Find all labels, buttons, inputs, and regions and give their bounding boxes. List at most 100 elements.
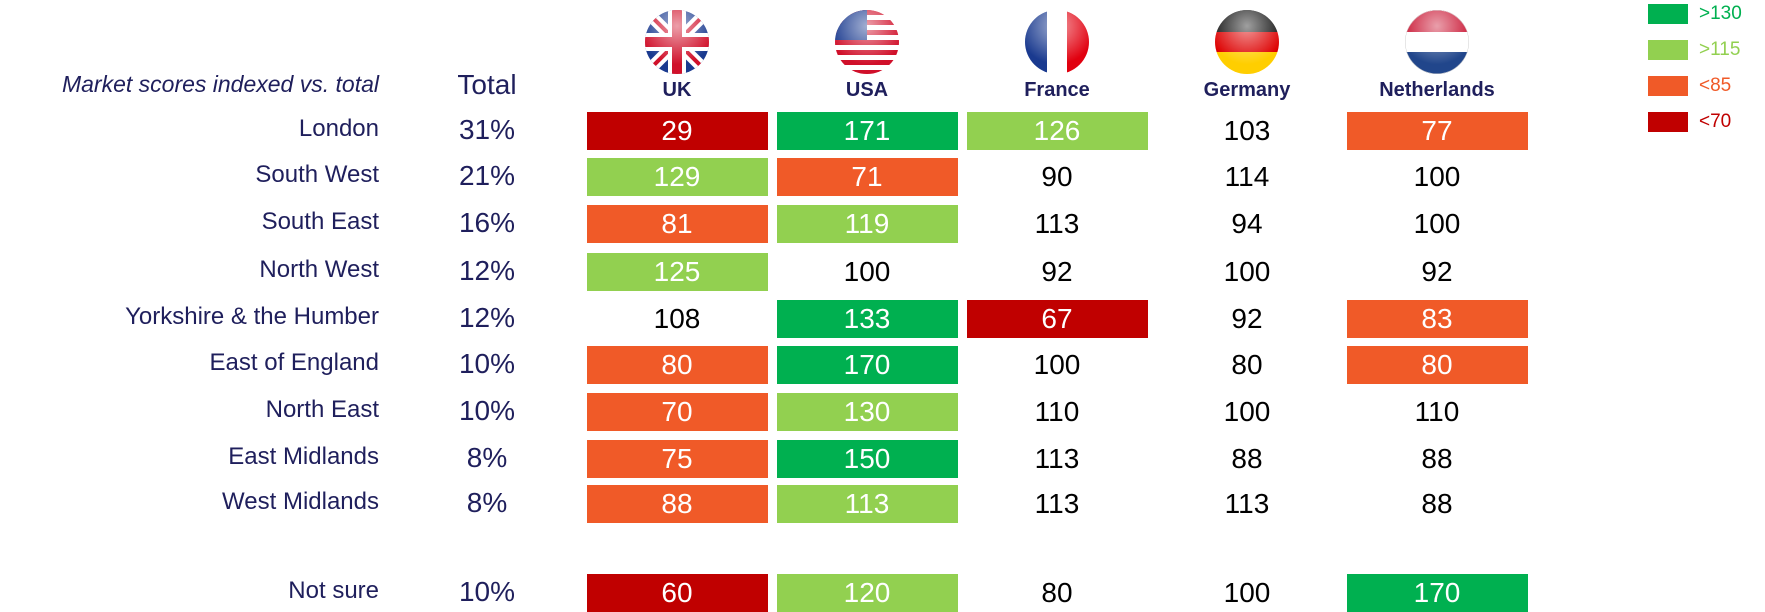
cell-value: 88 [1421,488,1453,519]
cell-value: 113 [844,488,890,519]
cell-value: 75 [661,443,693,474]
cell [586,253,768,291]
cell-value: 103 [1223,115,1271,146]
cell [586,393,768,431]
cell [776,205,958,243]
cell [776,440,958,478]
cell [586,485,768,523]
cell-value: 119 [844,208,890,239]
row-label: Yorkshire & the Humber [125,303,379,330]
cell-value: 113 [1034,443,1080,474]
cell [776,393,958,431]
table-title: Market scores indexed vs. total [61,71,379,97]
cell-value: 80 [1231,349,1263,380]
row-label: North West [259,256,379,283]
flag-netherlands [1405,10,1469,74]
cell-value: 100 [1223,256,1271,287]
cell-value: 130 [843,396,891,427]
cell-value: 133 [843,303,891,334]
row-total: 10% [458,348,516,379]
cell-value: 170 [1413,577,1461,608]
cell [776,112,958,150]
legend-label: >130 [1699,3,1742,24]
cell-value: 100 [843,256,891,287]
cell-value: 100 [1223,396,1271,427]
cell-value: 80 [661,349,693,380]
cell-value: 92 [1041,256,1073,287]
cell-value: 110 [1414,396,1460,427]
cell-value: 129 [653,161,701,192]
cell [776,574,958,612]
cell [586,346,768,384]
cell [586,205,768,243]
cell-value: 71 [851,161,883,192]
column-header: Netherlands [1379,79,1495,101]
cell-value: 126 [1033,115,1081,146]
cell-value: 81 [661,208,693,239]
row-label: South East [261,208,379,235]
row-label: South West [255,161,379,188]
row-total: 21% [458,160,516,191]
legend-swatch [1648,4,1688,24]
cell-value: 70 [661,396,693,427]
legend-label: <85 [1699,75,1732,96]
row-total: 31% [458,114,516,145]
cell [1346,112,1528,150]
cell-value: 114 [1224,161,1270,192]
cell-value: 100 [1223,577,1271,608]
cell-value: 92 [1231,303,1263,334]
cell [966,300,1148,338]
column-header: UK [662,79,692,101]
cell-value: 100 [1033,349,1081,380]
cell-value: 171 [843,115,891,146]
legend-swatch [1648,40,1688,60]
total-header: Total [457,69,517,100]
cell-value: 88 [661,488,693,519]
cell [776,485,958,523]
row-label: West Midlands [222,488,379,515]
row-total: 10% [458,395,516,426]
cell-value: 60 [661,577,693,608]
row-label: East of England [209,349,379,376]
cell-value: 108 [653,303,701,334]
cell-value: 80 [1041,577,1073,608]
column-header: Germany [1203,79,1291,101]
cell-value: 29 [661,115,693,146]
cell-value: 113 [1224,488,1270,519]
legend-swatch [1648,76,1688,96]
cell-value: 170 [843,349,891,380]
cell-value: 90 [1041,161,1073,192]
cell [1346,574,1528,612]
cell-value: 113 [1034,488,1080,519]
cell [1346,346,1528,384]
cell [1346,300,1528,338]
cell-value: 67 [1041,303,1073,334]
row-label: London [298,115,379,142]
row-label: East Midlands [228,443,379,470]
cell-value: 88 [1421,443,1453,474]
row-label: North East [265,396,379,423]
row-total: 8% [466,487,508,518]
cell-value: 83 [1421,303,1453,334]
cell [586,112,768,150]
column-header: USA [845,79,889,101]
flags [645,10,1469,74]
cell-value: 110 [1034,396,1080,427]
cell [776,300,958,338]
flag-germany [1215,10,1279,74]
cell [776,346,958,384]
flag-usa [835,10,899,74]
cell-value: 77 [1421,115,1453,146]
cell-value: 125 [653,256,701,287]
flag-uk [645,10,709,74]
cell [966,112,1148,150]
cell-value: 92 [1421,256,1453,287]
row-total: 10% [458,576,516,607]
row-total: 12% [458,302,516,333]
cell-value: 88 [1231,443,1263,474]
legend-label: >115 [1699,39,1741,60]
cell-value: 113 [1034,208,1080,239]
cell [776,158,958,196]
cell-value: 150 [843,443,891,474]
